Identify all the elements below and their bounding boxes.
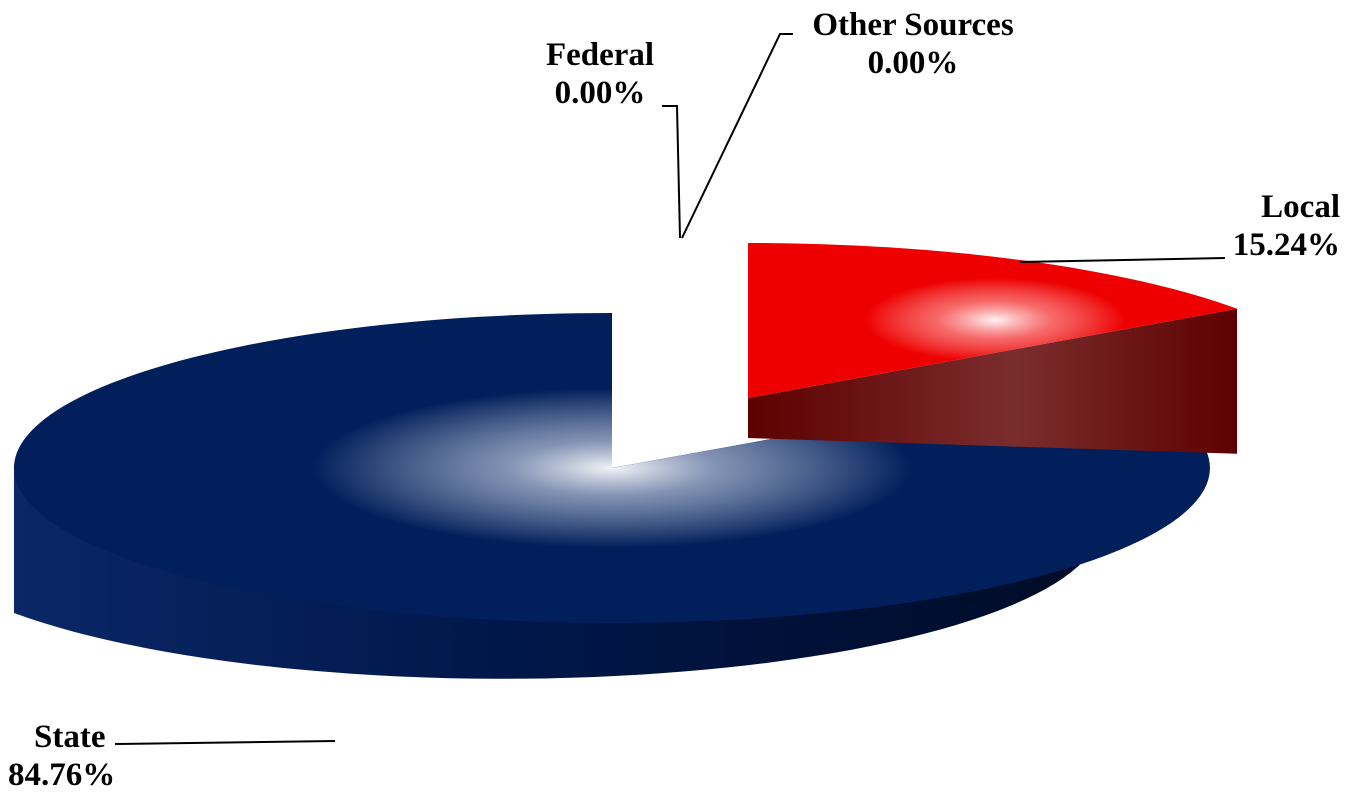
label-local-name: Local [1261, 189, 1340, 225]
label-other-sources-value: 0.00% [867, 45, 959, 81]
data-label-federal: Federal 0.00% [530, 36, 670, 112]
slice-local [748, 243, 1237, 454]
label-state-name: State [34, 719, 106, 755]
label-local-value: 15.24% [1232, 227, 1340, 263]
leader-line-local [1019, 257, 1226, 263]
label-other-sources-name: Other Sources [812, 7, 1014, 43]
label-state-value: 84.76% [8, 757, 116, 793]
label-federal-value: 0.00% [554, 75, 646, 111]
leader-line-state [114, 740, 336, 745]
leader-line-federal [662, 105, 681, 239]
data-label-state: State 84.76% [8, 718, 168, 794]
slice-local-highlight [865, 278, 1125, 362]
slice-local-side [748, 308, 1237, 454]
data-label-other-sources: Other Sources 0.00% [793, 6, 1033, 82]
leader-line-other-sources [681, 33, 793, 239]
label-federal-name: Federal [545, 37, 655, 73]
data-label-local: Local 15.24% [1190, 188, 1340, 264]
